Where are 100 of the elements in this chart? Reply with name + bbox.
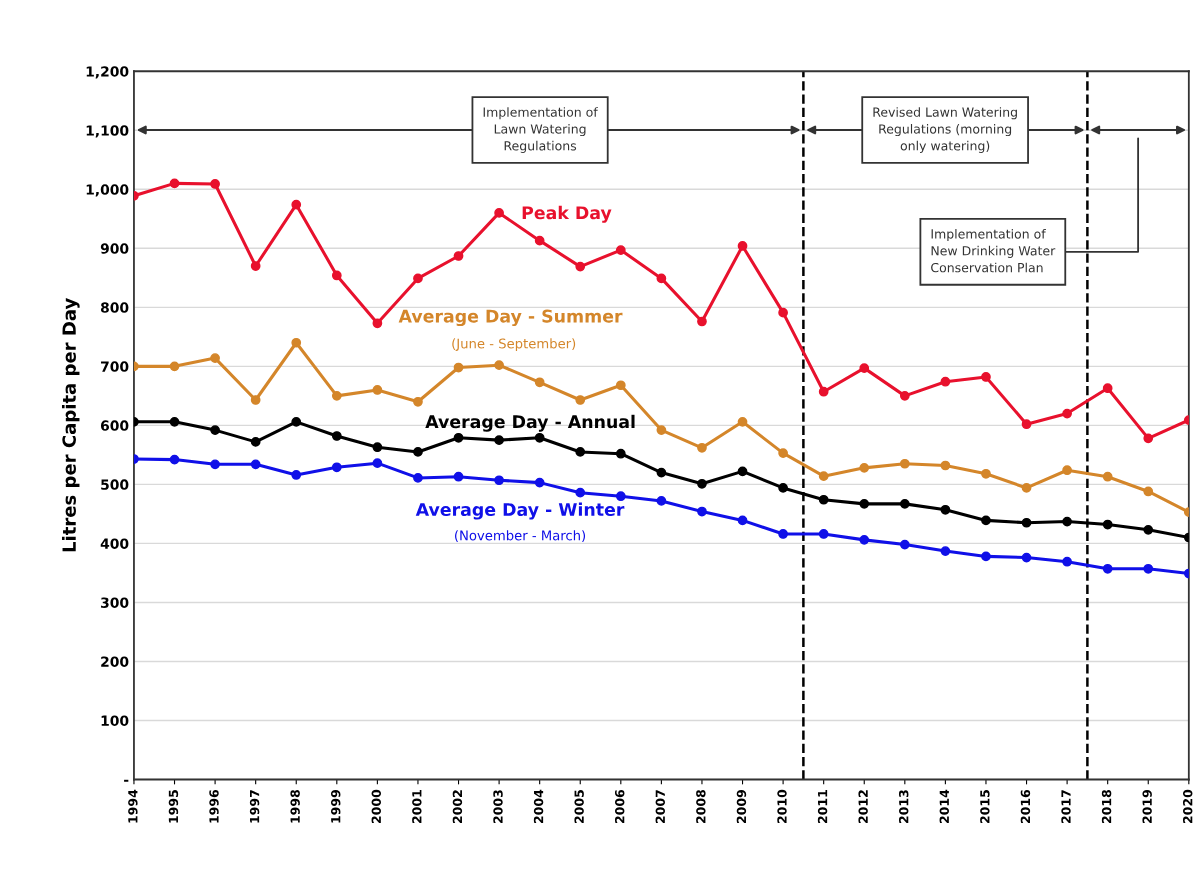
point <box>1062 465 1072 476</box>
point <box>656 467 667 478</box>
point <box>291 416 302 427</box>
x-tick-label: 2007 <box>655 790 666 824</box>
x-tick-label: 2017 <box>1061 790 1071 824</box>
point <box>534 432 545 443</box>
x-tick-label: 2000 <box>371 789 382 824</box>
point <box>372 385 383 395</box>
x-tick-label: 1998 <box>290 789 300 823</box>
point <box>656 496 667 506</box>
point <box>615 448 626 459</box>
point <box>413 473 423 483</box>
y-tick-label: 900 <box>100 243 129 254</box>
point <box>250 261 261 271</box>
point <box>778 529 788 539</box>
point <box>453 471 464 482</box>
point <box>1143 433 1154 444</box>
point <box>1143 563 1154 574</box>
x-tick-label: 2002 <box>452 790 463 824</box>
point <box>899 458 910 469</box>
point <box>575 395 586 405</box>
point <box>372 458 383 469</box>
point <box>940 376 951 387</box>
x-tick-label: 2003 <box>493 790 503 824</box>
point <box>899 391 910 401</box>
point <box>656 273 667 284</box>
point <box>615 491 626 502</box>
y-tick-label: 800 <box>100 302 129 313</box>
text: Average Day - Summer <box>398 309 623 327</box>
point <box>818 386 829 397</box>
point <box>250 395 261 405</box>
point <box>1143 524 1154 535</box>
point <box>1062 556 1072 567</box>
point <box>1143 486 1154 497</box>
point <box>981 515 991 526</box>
x-tick-label: 2004 <box>533 789 544 824</box>
y-axis-title: Litres per Capita per Day <box>61 298 80 552</box>
y-tick-label: 400 <box>100 538 129 549</box>
point <box>737 515 748 526</box>
point <box>899 539 910 550</box>
x-tick-label: 2006 <box>614 789 625 824</box>
x-tick-label: 2011 <box>817 790 828 824</box>
point <box>940 460 951 471</box>
point <box>981 468 991 479</box>
point <box>494 475 504 486</box>
point <box>1021 483 1032 493</box>
point <box>413 273 423 284</box>
x-tick-label: 2012 <box>858 790 868 824</box>
point <box>615 380 626 391</box>
point <box>331 270 342 281</box>
point <box>859 535 870 545</box>
y-tick-label: 100 <box>101 715 129 726</box>
point <box>494 208 504 218</box>
point <box>940 546 951 556</box>
y-tick-label: 1,100 <box>86 125 129 138</box>
point <box>453 251 464 261</box>
point <box>534 377 545 388</box>
point <box>1021 552 1032 563</box>
point <box>697 442 707 453</box>
point <box>210 353 220 363</box>
point <box>331 462 342 473</box>
x-tick-label: 2020 <box>1183 789 1193 824</box>
x-tick-label: 2014 <box>939 789 950 824</box>
y-tick-label: 700 <box>101 361 129 372</box>
y-tick-label: 500 <box>101 479 129 490</box>
point <box>1102 471 1113 482</box>
x-tick-label: 1996 <box>209 789 219 823</box>
point <box>818 471 829 481</box>
point <box>859 499 870 509</box>
x-tick-label: 2009 <box>736 790 747 824</box>
point <box>859 463 870 473</box>
point <box>575 487 586 498</box>
point <box>494 435 504 445</box>
annotation: Revised Lawn Watering Regulations (morning only watering) <box>873 107 1017 153</box>
point <box>331 431 342 441</box>
point <box>575 261 586 272</box>
point <box>981 372 991 382</box>
point <box>169 454 180 465</box>
point <box>291 337 302 348</box>
series-label: Peak Day <box>522 205 612 223</box>
x-tick-label: 1997 <box>249 790 260 823</box>
point <box>818 494 829 505</box>
point <box>291 470 302 480</box>
point <box>210 425 220 435</box>
point <box>210 179 220 189</box>
point <box>169 178 180 189</box>
point <box>778 307 788 318</box>
point <box>981 551 991 562</box>
point <box>413 396 423 407</box>
point <box>697 478 707 489</box>
y-tick-label: - <box>124 779 129 782</box>
point <box>534 235 545 246</box>
point <box>210 459 220 470</box>
y-tick-label: 1,000 <box>86 184 129 197</box>
annotation: (June - September) <box>452 338 576 352</box>
series-label: Average Day - Annual <box>425 414 635 432</box>
series-label: Average Day - Winter <box>415 502 625 520</box>
point <box>697 316 707 327</box>
point <box>169 416 180 427</box>
point <box>1102 563 1113 574</box>
